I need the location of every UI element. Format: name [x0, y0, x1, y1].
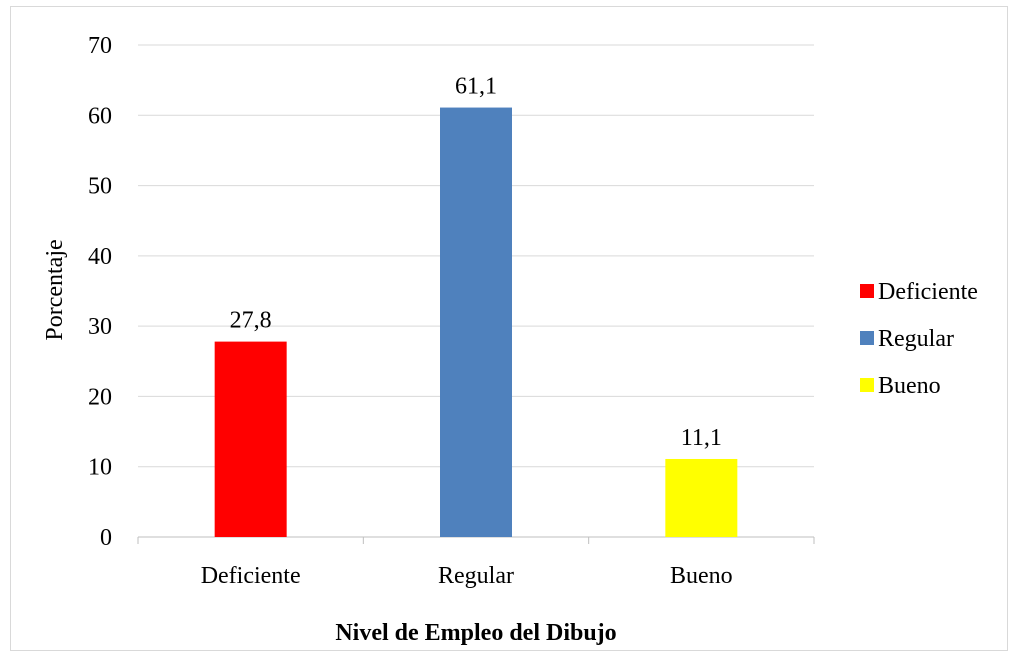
bar-value-label: 27,8 [230, 308, 272, 334]
bar-value-label: 61,1 [455, 74, 497, 100]
bars [214, 107, 738, 537]
y-tick-label: 70 [88, 33, 112, 59]
x-axis-tick-marks [137, 537, 815, 544]
y-axis-label: Porcentaje [42, 239, 68, 340]
x-axis-label: Nivel de Empleo del Dibujo [335, 620, 616, 646]
legend-swatch [860, 284, 874, 298]
y-tick-label: 60 [88, 103, 112, 129]
bar-value-labels: 27,8 61,1 11,1 [230, 74, 722, 451]
bar-value-label: 11,1 [681, 425, 722, 451]
legend-label: Regular [878, 326, 954, 352]
legend-swatch [860, 378, 874, 392]
legend-label: Deficiente [878, 279, 978, 305]
x-axis-tick-labels: Deficiente Regular Bueno [201, 563, 733, 589]
bar-regular [440, 107, 512, 537]
bar-bueno [665, 458, 738, 537]
y-tick-label: 10 [88, 455, 112, 481]
legend: Deficiente Regular Bueno [860, 279, 978, 399]
y-tick-label: 0 [100, 525, 112, 551]
x-tick-label: Deficiente [201, 563, 301, 589]
x-tick-label: Regular [438, 563, 514, 589]
y-tick-label: 30 [88, 314, 112, 340]
y-tick-label: 50 [88, 174, 112, 200]
y-tick-label: 20 [88, 384, 112, 410]
y-tick-label: 40 [88, 244, 112, 270]
y-axis-ticks: 0 10 20 30 40 50 60 70 [88, 33, 112, 551]
bar-deficiente [214, 341, 287, 537]
legend-swatch [860, 331, 874, 345]
legend-label: Bueno [878, 373, 941, 399]
x-tick-label: Bueno [670, 563, 733, 589]
